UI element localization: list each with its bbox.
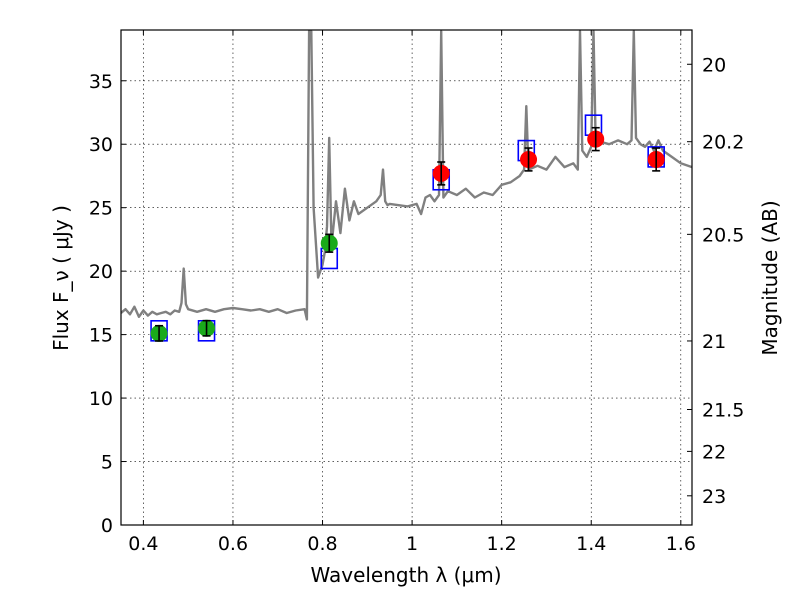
x-tick-label: 1.6 [666, 533, 696, 555]
grid-lines [121, 30, 692, 526]
magnitude-tick-label: 23 [702, 486, 726, 508]
y-tick-label: 30 [89, 134, 113, 156]
magnitude-tick-label: 21 [702, 331, 726, 353]
x-tick-label: 0.6 [218, 533, 248, 555]
y-axis-title: Flux F_ν ( μJy ) [49, 205, 73, 351]
magnitude-tick-label: 20 [702, 54, 726, 76]
ticks-layer: 0.4 0.6 0.8 1 1.2 1.4 1.6 0 5 10 15 20 25 30 35 20 20.2 2… [89, 30, 744, 555]
markers-layer [150, 114, 665, 342]
x-axis-title: Wavelength λ (μm) [310, 563, 501, 587]
magnitude-tick-label: 20.5 [702, 224, 744, 246]
y-tick-label: 0 [101, 515, 113, 537]
y-tick-label: 35 [89, 71, 113, 93]
x-tick-label: 0.8 [307, 533, 337, 555]
magnitude-tick-label: 22 [702, 441, 726, 463]
right-axis-title: Magnitude (AB) [758, 200, 782, 355]
x-tick-label: 1.2 [487, 533, 517, 555]
y-tick-label: 25 [89, 198, 113, 220]
magnitude-tick-label: 20.2 [702, 132, 744, 154]
spectrum-line [121, 30, 692, 321]
y-tick-label: 15 [89, 325, 113, 347]
x-tick-label: 0.4 [128, 533, 158, 555]
plot-frame [120, 29, 693, 526]
x-tick-label: 1 [406, 533, 418, 555]
y-tick-label: 10 [89, 388, 113, 410]
magnitude-tick-label: 21.5 [702, 400, 744, 422]
plot-area [121, 30, 692, 321]
y-tick-label: 5 [101, 452, 113, 474]
x-tick-label: 1.4 [576, 533, 606, 555]
y-tick-label: 20 [89, 261, 113, 283]
